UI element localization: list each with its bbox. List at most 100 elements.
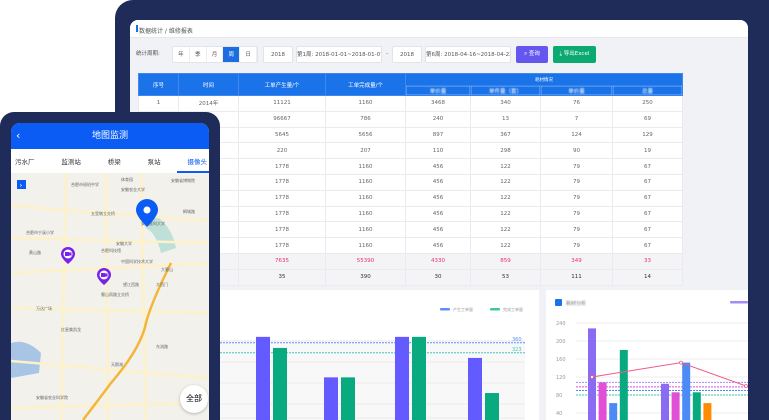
table-cell: 124: [540, 126, 613, 144]
back-icon[interactable]: ‹: [16, 129, 21, 142]
col-time: 时间: [178, 73, 239, 96]
map-label: 天鹅湖: [111, 361, 123, 367]
consumables-chart-card: 耗材分析 240 200 160 120 80 40: [546, 290, 748, 420]
table-cell: 67: [612, 205, 683, 223]
y-tick-label: 160: [556, 357, 566, 363]
road: [11, 236, 209, 245]
road: [11, 359, 209, 380]
road: [104, 173, 110, 420]
table-cell: 1160: [325, 158, 406, 175]
tab-sewage-plant[interactable]: 污水厂: [15, 158, 35, 166]
legend-swatch: [490, 308, 500, 311]
table-row: 1778 1160 456 122 79 67: [138, 221, 683, 239]
table-cell: 53: [470, 268, 541, 286]
table-cell: 30: [405, 268, 471, 286]
y-tick-label: 200: [556, 339, 566, 345]
show-all-button[interactable]: 全部: [180, 385, 208, 413]
query-button[interactable]: ⌕ 查询: [516, 46, 548, 63]
road: [11, 261, 209, 275]
table-cell: 110: [405, 142, 471, 160]
period-selector[interactable]: 年 季 月 周 日: [172, 46, 258, 63]
table-cell: 67: [612, 189, 683, 207]
table-cell: 456: [405, 173, 471, 191]
bar: [324, 377, 338, 420]
chart-title: 耗材分析: [566, 300, 586, 307]
expand-panel-button[interactable]: [17, 180, 26, 189]
camera-marker-icon[interactable]: [61, 247, 75, 264]
col-created: 工单产生量/个: [238, 73, 326, 96]
year-to-select[interactable]: 2018: [392, 46, 422, 63]
table-cell: 67: [612, 221, 683, 239]
phone-title: 地图监测: [91, 131, 128, 141]
category-tabs: 污水厂 监测站 桥梁 泵站 摄像头: [11, 149, 209, 173]
table-cell: 14: [612, 268, 683, 286]
table-cell: 456: [405, 189, 471, 207]
table-cell: 1: [138, 95, 179, 112]
map-label: 合肥市宁溪小学: [26, 229, 54, 235]
table-cell: 1778: [238, 173, 326, 191]
col-consumables: 耗材情况: [405, 73, 683, 86]
table-cell: 96667: [238, 110, 326, 128]
tab-monitor-station[interactable]: 监测站: [61, 158, 81, 166]
table-row: 1 2014年 11121 1160 3468 340 76 250: [138, 95, 683, 112]
table-cell: 456: [405, 158, 471, 175]
week-from-select[interactable]: 第1周: 2018-01-01~2018-01-07: [296, 46, 382, 63]
y-tick-label: 120: [556, 375, 566, 381]
location-pin-icon: [136, 199, 158, 227]
bar: [485, 393, 499, 420]
table-cell: 859: [470, 252, 541, 270]
table-cell: 11121: [238, 95, 326, 112]
reference-label: 360: [512, 337, 522, 343]
period-quarter[interactable]: 季: [190, 47, 207, 62]
table-cell: 456: [405, 237, 471, 254]
period-day[interactable]: 日: [240, 47, 257, 62]
table-cell: 33: [612, 252, 683, 270]
period-month[interactable]: 月: [207, 47, 224, 62]
week-to-select[interactable]: 第6周: 2018-04-16~2018-04-22: [425, 46, 511, 63]
legend-label: 产生工单量: [453, 306, 473, 312]
tab-pump-station[interactable]: 泵站: [147, 158, 161, 166]
year-from-select[interactable]: 2018: [263, 46, 293, 63]
map-label: 大蜀山: [161, 266, 173, 272]
table-row: 合计763555390433085934933: [138, 252, 683, 270]
legend-swatch: [440, 308, 450, 311]
period-year[interactable]: 年: [173, 47, 190, 62]
table-cell: 5645: [238, 126, 326, 144]
table-cell: 897: [405, 126, 471, 144]
table-cell: 67: [612, 173, 683, 191]
map-label: 五里墩立交桥: [91, 210, 115, 216]
bar: [341, 377, 355, 420]
table-row: 1778 1160 456 122 79 67: [138, 205, 683, 223]
table-row: 1778 1160 456 122 79 67: [138, 158, 683, 175]
admin-screen: 数据统计 / 维修报表 统计周期: 年 季 月 周 日 2018 第1周: 20…: [130, 20, 748, 420]
bar: [598, 382, 607, 420]
bar: [671, 392, 680, 420]
bar: [273, 347, 287, 420]
period-week[interactable]: 周: [223, 47, 241, 62]
table-cell: 456: [405, 221, 471, 239]
legend-label: 完成工单量: [503, 306, 523, 312]
bar: [619, 350, 628, 420]
table-row: 5645 5656 897 367 124 129: [138, 126, 683, 144]
export-excel-button[interactable]: ⤓ 导出Excel: [553, 46, 596, 63]
road: [11, 204, 209, 223]
table-cell: 1778: [238, 189, 326, 207]
table-cell: 5656: [325, 126, 406, 144]
phone-screen: ‹ 地图监测 污水厂 监测站 桥梁 泵站 摄像头 体育园 安徽省博物院 安徽农业大学…: [11, 123, 209, 420]
table-cell: 340: [470, 95, 541, 112]
table-cell: 55390: [325, 252, 406, 270]
table-cell: 1160: [325, 237, 406, 254]
tab-camera[interactable]: 摄像头: [187, 158, 208, 166]
tab-bridge[interactable]: 桥梁: [107, 158, 121, 166]
table-row: 96667 786 240 13 7 69: [138, 110, 683, 128]
camera-marker-icon[interactable]: [97, 268, 111, 285]
bar: [661, 383, 669, 420]
table-cell: 13: [470, 110, 541, 128]
sub-col: 单价量: [540, 85, 613, 96]
table-cell: 69: [612, 110, 683, 128]
phone-frame: ‹ 地图监测 污水厂 监测站 桥梁 泵站 摄像头 体育园 安徽省博物院 安徽农业大学…: [0, 112, 220, 420]
table-cell: 122: [470, 237, 541, 254]
sub-col: 单件量（套）: [470, 85, 541, 96]
map-label: 安徽省博物院: [171, 177, 195, 183]
